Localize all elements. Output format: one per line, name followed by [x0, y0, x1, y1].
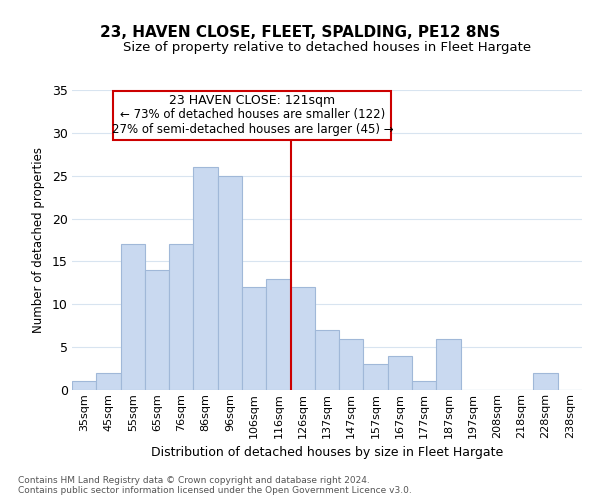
Bar — [315, 330, 339, 390]
Bar — [72, 382, 96, 390]
Bar — [266, 278, 290, 390]
Title: Size of property relative to detached houses in Fleet Hargate: Size of property relative to detached ho… — [123, 41, 531, 54]
Bar — [412, 382, 436, 390]
Bar — [436, 338, 461, 390]
X-axis label: Distribution of detached houses by size in Fleet Hargate: Distribution of detached houses by size … — [151, 446, 503, 459]
Bar — [113, 91, 391, 140]
Bar — [218, 176, 242, 390]
Bar — [121, 244, 145, 390]
Bar — [388, 356, 412, 390]
Bar — [339, 338, 364, 390]
Bar — [242, 287, 266, 390]
Y-axis label: Number of detached properties: Number of detached properties — [32, 147, 45, 333]
Bar — [533, 373, 558, 390]
Bar — [96, 373, 121, 390]
Bar — [364, 364, 388, 390]
Text: Contains HM Land Registry data © Crown copyright and database right 2024.
Contai: Contains HM Land Registry data © Crown c… — [18, 476, 412, 495]
Bar — [193, 167, 218, 390]
Bar — [290, 287, 315, 390]
Bar — [145, 270, 169, 390]
Text: ← 73% of detached houses are smaller (122): ← 73% of detached houses are smaller (12… — [119, 108, 385, 122]
Text: 23, HAVEN CLOSE, FLEET, SPALDING, PE12 8NS: 23, HAVEN CLOSE, FLEET, SPALDING, PE12 8… — [100, 25, 500, 40]
Text: 23 HAVEN CLOSE: 121sqm: 23 HAVEN CLOSE: 121sqm — [169, 94, 335, 107]
Bar — [169, 244, 193, 390]
Text: 27% of semi-detached houses are larger (45) →: 27% of semi-detached houses are larger (… — [112, 123, 393, 136]
